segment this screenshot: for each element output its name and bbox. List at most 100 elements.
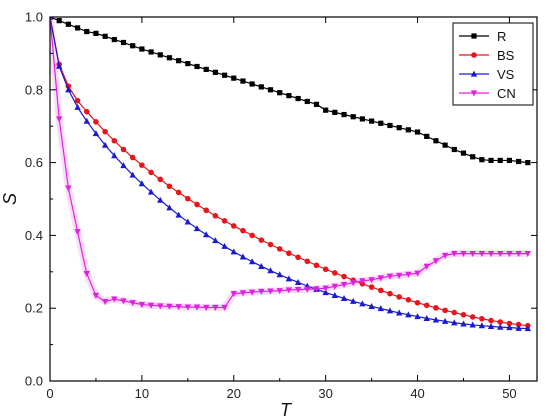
data-point-cn <box>120 298 127 305</box>
data-point-r <box>203 66 209 73</box>
data-point-bs <box>249 232 255 239</box>
data-point-r <box>506 157 513 164</box>
data-point-r <box>267 87 274 93</box>
y-tick-label: 0.2 <box>25 301 43 316</box>
data-point-cn <box>74 229 81 236</box>
data-point-vs <box>258 262 265 269</box>
data-point-r <box>442 142 448 148</box>
x-tick-label: 40 <box>410 386 424 401</box>
data-point-r <box>479 157 485 163</box>
data-point-vs <box>294 278 302 285</box>
data-point-cn <box>405 271 412 278</box>
data-point-cn <box>212 304 219 311</box>
data-point-vs <box>74 103 81 110</box>
data-point-cn <box>451 251 458 257</box>
data-point-bs <box>414 299 421 306</box>
data-point-vs <box>129 171 136 178</box>
legend-box <box>452 22 534 106</box>
data-point-vs <box>92 130 100 137</box>
data-point-vs <box>469 321 476 328</box>
data-point-bs <box>102 128 108 135</box>
data-point-r <box>525 160 531 166</box>
data-point-cn <box>359 278 366 285</box>
data-point-r <box>341 111 347 118</box>
data-point-bs <box>258 237 265 243</box>
data-point-r <box>221 72 228 78</box>
legend-marker-vs <box>470 70 478 77</box>
data-point-vs <box>83 117 90 124</box>
legend: R BS VS CN <box>452 22 534 106</box>
data-point-vs <box>184 218 192 225</box>
data-point-vs <box>322 289 329 296</box>
data-point-r <box>84 28 90 35</box>
legend-marker-bs <box>471 52 477 58</box>
data-point-bs <box>175 189 182 196</box>
data-point-bs <box>194 201 200 208</box>
data-point-cn <box>497 251 504 257</box>
data-point-cn <box>111 296 118 303</box>
data-point-bs <box>83 108 90 115</box>
data-point-r <box>185 60 191 67</box>
data-point-vs <box>248 258 256 265</box>
data-point-bs <box>433 305 439 311</box>
data-point-cn <box>83 271 90 278</box>
data-point-vs <box>487 323 495 329</box>
data-point-r <box>414 129 421 135</box>
data-point-cn <box>460 251 467 257</box>
data-point-cn <box>147 302 155 309</box>
legend-label-cn: CN <box>497 86 516 101</box>
data-point-cn <box>368 277 375 284</box>
data-point-cn <box>276 288 283 295</box>
legend-label-r: R <box>497 29 506 44</box>
data-point-vs <box>212 237 219 244</box>
data-point-vs <box>166 204 173 211</box>
data-point-r <box>516 158 522 165</box>
data-point-r <box>313 101 320 107</box>
data-point-vs <box>405 311 412 318</box>
data-point-vs <box>276 271 283 278</box>
series-group <box>50 17 532 332</box>
data-point-r <box>176 58 182 64</box>
data-point-vs <box>65 86 72 93</box>
legend-marker-cn <box>470 90 478 97</box>
data-point-cn <box>377 275 384 282</box>
data-point-bs <box>332 270 338 276</box>
data-point-cn <box>230 291 237 298</box>
data-point-vs <box>451 319 458 326</box>
data-point-vs <box>175 211 182 218</box>
data-point-bs <box>506 320 513 327</box>
data-point-bs <box>240 227 246 234</box>
data-point-bs <box>129 154 136 161</box>
data-point-cn <box>175 304 182 311</box>
data-point-r <box>240 78 246 84</box>
data-point-bs <box>276 246 283 252</box>
y-tick-label: 0.4 <box>25 228 43 243</box>
data-point-cn <box>340 281 348 288</box>
data-point-cn <box>322 285 329 292</box>
data-point-cn <box>524 251 532 257</box>
data-point-r <box>74 25 81 31</box>
data-point-bs <box>322 266 329 273</box>
y-tick-label: 0.8 <box>25 82 43 97</box>
data-point-vs <box>441 317 449 324</box>
data-point-bs <box>157 176 164 183</box>
data-point-bs <box>230 223 237 229</box>
data-point-cn <box>193 304 201 311</box>
data-point-r <box>231 75 237 81</box>
data-point-cn <box>138 301 146 308</box>
data-point-cn <box>184 304 192 311</box>
data-point-vs <box>497 323 504 330</box>
data-point-r <box>148 49 154 55</box>
data-point-r <box>405 127 411 133</box>
data-point-vs <box>350 297 357 304</box>
data-point-vs <box>386 307 394 314</box>
data-point-cn <box>487 251 495 257</box>
data-point-vs <box>377 305 384 312</box>
data-point-vs <box>55 62 63 69</box>
data-point-vs <box>267 267 274 274</box>
data-point-vs <box>285 275 293 282</box>
data-point-r <box>102 33 108 39</box>
series-r <box>50 17 531 166</box>
data-point-cn <box>166 303 173 310</box>
